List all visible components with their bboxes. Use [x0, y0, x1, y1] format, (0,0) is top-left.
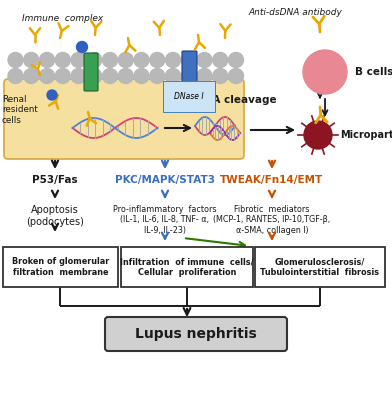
Circle shape — [165, 68, 180, 84]
Circle shape — [229, 52, 243, 68]
Text: Apoptosis
(podocytes): Apoptosis (podocytes) — [26, 205, 84, 226]
Circle shape — [40, 68, 54, 84]
Circle shape — [76, 42, 87, 52]
Circle shape — [24, 68, 39, 84]
Text: B cells: B cells — [355, 67, 392, 77]
Circle shape — [134, 52, 149, 68]
Circle shape — [134, 68, 149, 84]
Text: PKC/MAPK/STAT3: PKC/MAPK/STAT3 — [115, 175, 215, 185]
Circle shape — [71, 68, 86, 84]
Text: Broken of glomerular
filtration  membrane: Broken of glomerular filtration membrane — [12, 257, 109, 277]
Circle shape — [213, 52, 228, 68]
FancyBboxPatch shape — [182, 51, 197, 91]
Circle shape — [165, 52, 180, 68]
Text: Anti-dsDNA antibody: Anti-dsDNA antibody — [248, 8, 342, 17]
Circle shape — [71, 52, 86, 68]
Circle shape — [8, 52, 23, 68]
Circle shape — [55, 52, 70, 68]
FancyBboxPatch shape — [4, 79, 244, 159]
FancyBboxPatch shape — [3, 247, 118, 287]
Circle shape — [213, 68, 228, 84]
Circle shape — [150, 68, 165, 84]
Circle shape — [102, 52, 118, 68]
Text: Lupus nephritis: Lupus nephritis — [135, 327, 257, 341]
Circle shape — [40, 52, 54, 68]
Circle shape — [118, 52, 133, 68]
Circle shape — [8, 68, 23, 84]
FancyBboxPatch shape — [121, 247, 253, 287]
Text: Fibrotic  mediators
(MCP-1, RANTES, IP-10,TGF-β,
α-SMA, collagen I): Fibrotic mediators (MCP-1, RANTES, IP-10… — [213, 205, 330, 235]
FancyBboxPatch shape — [105, 317, 287, 351]
Circle shape — [87, 52, 102, 68]
Text: TWEAK/Fn14/EMT: TWEAK/Fn14/EMT — [220, 175, 324, 185]
Circle shape — [181, 68, 196, 84]
Circle shape — [87, 68, 102, 84]
Text: P53/Fas: P53/Fas — [32, 175, 78, 185]
Text: DNA cleavage: DNA cleavage — [195, 95, 277, 105]
Circle shape — [24, 52, 39, 68]
Text: Infiltration  of immune  cells/
Cellular  proliferation: Infiltration of immune cells/ Cellular p… — [120, 257, 254, 277]
FancyBboxPatch shape — [84, 53, 98, 91]
Circle shape — [118, 68, 133, 84]
Circle shape — [55, 68, 70, 84]
Text: Renal
resident
cells: Renal resident cells — [2, 95, 38, 125]
Circle shape — [303, 50, 347, 94]
Circle shape — [47, 90, 57, 100]
Text: Immune  complex: Immune complex — [22, 14, 103, 23]
Text: Glomerulosclerosis/
Tubulointerstitial  fibrosis: Glomerulosclerosis/ Tubulointerstitial f… — [260, 257, 379, 277]
Circle shape — [304, 121, 332, 149]
FancyBboxPatch shape — [255, 247, 385, 287]
Text: Pro-inflammatory  factors
(IL-1, IL-6, IL-8, TNF- α,
IL-9, IL-23): Pro-inflammatory factors (IL-1, IL-6, IL… — [113, 205, 217, 235]
Text: DNase I: DNase I — [174, 92, 204, 101]
Circle shape — [229, 68, 243, 84]
Circle shape — [197, 52, 212, 68]
Circle shape — [197, 68, 212, 84]
Circle shape — [150, 52, 165, 68]
Circle shape — [102, 68, 118, 84]
Text: Microparticle: Microparticle — [340, 130, 392, 140]
Circle shape — [181, 52, 196, 68]
